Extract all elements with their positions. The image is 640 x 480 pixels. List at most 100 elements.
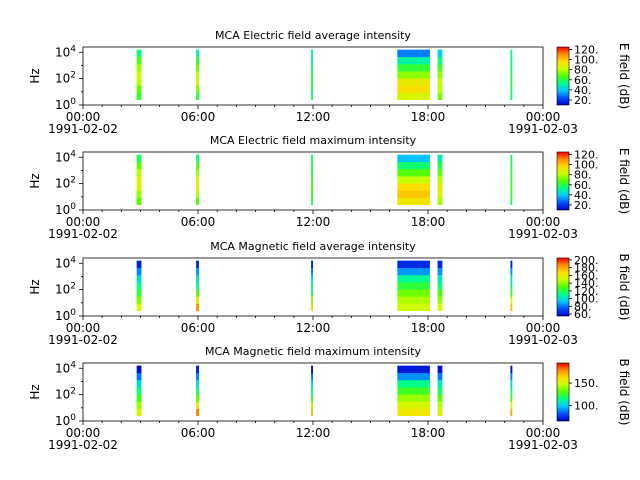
y-tick-label: 104 (55, 44, 76, 59)
x-tick-label: 00:00 (66, 110, 101, 124)
spectrogram-cell (311, 78, 313, 86)
spectrogram-cell (196, 394, 199, 402)
x-date-label: 1991-02-02 (48, 333, 118, 347)
spectrogram-cell (397, 274, 430, 283)
x-date-label: 1991-02-02 (48, 122, 118, 136)
colorbar-tick-label: 80. (574, 169, 592, 182)
x-tick-label: 00:00 (526, 110, 561, 124)
spectrogram-cell (136, 289, 142, 297)
colorbar-tick-label: 100. (574, 159, 599, 172)
x-tick-label: 12:00 (296, 215, 331, 229)
x-tick-label: 00:00 (66, 215, 101, 229)
spectrogram-cell (136, 365, 142, 374)
y-axis-label: Hz (28, 279, 42, 294)
spectrogram-cell (311, 365, 313, 374)
spectrogram-cell (196, 49, 199, 58)
spectrogram-cell (437, 49, 443, 58)
spectrogram-cell (510, 289, 513, 297)
spectrogram-cell (397, 56, 430, 65)
spectrogram-cell (437, 183, 443, 191)
panel-4: MCA Magnetic field maximum intensity 100 1… (28, 345, 631, 452)
colorbar (556, 46, 570, 106)
spectrogram-cell (196, 161, 199, 170)
y-tick-label: 104 (55, 255, 76, 270)
spectrogram-cell (510, 63, 513, 72)
spectrogram-cell (510, 296, 513, 304)
x-tick-label: 00:00 (66, 426, 101, 440)
spectrogram-cell (437, 56, 443, 65)
colorbar-label: E field (dB) (617, 43, 631, 109)
x-date-label: 1991-02-03 (508, 333, 578, 347)
spectrogram-cell (136, 154, 142, 163)
x-tick-label: 06:00 (181, 215, 216, 229)
spectrogram-cell (437, 260, 443, 269)
colorbar-tick-label: 120. (574, 285, 599, 298)
spectrogram-cell (136, 168, 142, 177)
spectrogram-cell (311, 267, 313, 276)
spectrogram-cell (196, 78, 199, 86)
spectrogram-cell (311, 176, 313, 184)
spectrogram-cell (311, 190, 313, 198)
spectrogram-cell (136, 303, 142, 312)
spectrogram-cell (136, 296, 142, 304)
spectrogram-cell (196, 183, 199, 191)
spectrogram-cell (437, 274, 443, 283)
colorbar-tick-label: 80. (574, 64, 592, 77)
x-tick-label: 06:00 (181, 321, 216, 335)
spectrogram-cell (397, 197, 430, 206)
colorbar (556, 362, 570, 422)
spectrogram-cell (196, 303, 199, 312)
spectrogram-cell (510, 56, 513, 65)
spectrogram-cell (397, 78, 430, 86)
spectrogram-cell (311, 49, 313, 58)
spectrogram-cell (397, 63, 430, 72)
colorbar-tick-label: 150. (574, 377, 599, 390)
spectrogram-cell (397, 303, 430, 312)
spectrogram-cell (397, 260, 430, 269)
panel-2: MCA Electric field maximum intensity 100 1… (28, 134, 631, 241)
x-tick-label: 18:00 (411, 321, 446, 335)
colorbar-tick-label: 40. (574, 189, 592, 202)
spectrogram-cell (136, 274, 142, 283)
spectrogram-cell (397, 296, 430, 304)
spectrogram-cell (397, 282, 430, 290)
colorbar-tick-label: 100. (574, 399, 599, 412)
panel-title: MCA Electric field average intensity (215, 29, 411, 42)
x-date-label: 1991-02-02 (48, 438, 118, 452)
spectrogram-cell (437, 78, 443, 86)
colorbar-label: B field (dB) (617, 359, 631, 426)
spectrogram-cell (311, 63, 313, 72)
spectrogram-cell (397, 183, 430, 191)
y-axis-label: Hz (28, 68, 42, 83)
spectrogram-cell (510, 197, 513, 206)
spectrogram-cell (437, 176, 443, 184)
spectrogram-cell (196, 387, 199, 395)
spectrogram-cell (136, 63, 142, 72)
spectrogram-cell (311, 372, 313, 381)
spectrogram-cell (311, 303, 313, 312)
spectrogram-cell (510, 303, 513, 312)
spectrogram-cell (437, 387, 443, 395)
spectrogram-cell (397, 92, 430, 101)
spectrogram-cell (311, 161, 313, 170)
spectrogram-cell (397, 394, 430, 402)
spectrogram-cell (196, 372, 199, 381)
spectrogram-cell (311, 154, 313, 163)
colorbar-tick-label: 40. (574, 84, 592, 97)
y-tick-label: 100 (55, 308, 76, 323)
spectrogram-cell (196, 260, 199, 269)
spectrogram-cell (311, 401, 313, 409)
spectrogram-cell (311, 71, 313, 79)
y-tick-label: 100 (55, 97, 76, 112)
spectrogram-cell (136, 190, 142, 198)
panel-title: MCA Magnetic field maximum intensity (205, 345, 421, 358)
spectrogram-cell (437, 63, 443, 72)
y-tick-label: 102 (55, 387, 76, 402)
x-tick-label: 00:00 (526, 426, 561, 440)
x-tick-label: 00:00 (66, 321, 101, 335)
spectrogram-cell (397, 401, 430, 409)
spectrogram-cell (510, 365, 513, 374)
spectrogram-cell (397, 379, 430, 388)
spectrogram-cell (196, 289, 199, 297)
spectrogram-cell (510, 394, 513, 402)
